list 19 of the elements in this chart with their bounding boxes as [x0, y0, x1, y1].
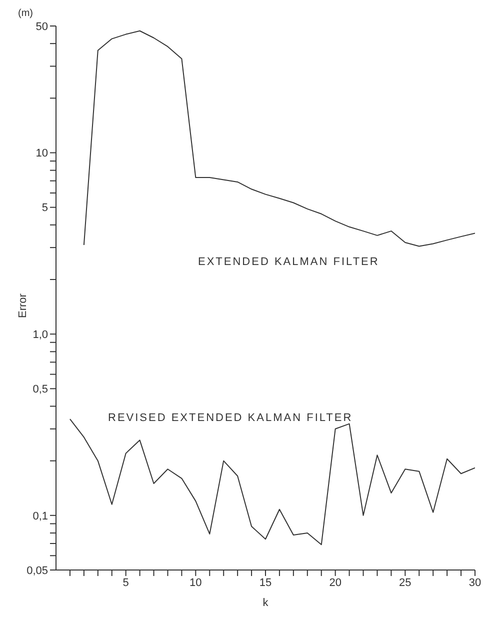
line-series: [83, 30, 475, 247]
x-tick-label: 25: [399, 576, 412, 589]
y-tick-label: 5: [42, 202, 48, 214]
x-tick-label: 20: [329, 576, 342, 589]
y-tick-label: 1,0: [32, 328, 48, 341]
x-tick-label: 15: [259, 576, 272, 589]
y-tick-label: 50: [36, 20, 48, 33]
text: (m): [18, 8, 33, 19]
series-label: EXTENDED KALMAN FILTER: [198, 256, 380, 268]
x-tick-label: 5: [122, 576, 129, 589]
y-tick-label: 0,05: [26, 564, 48, 577]
series-label: REVISED EXTENDED KALMAN FILTER: [108, 412, 353, 424]
y-tick-label: 10: [36, 148, 48, 160]
x-tick-label: 10: [190, 576, 202, 589]
y-axis-title: Error: [16, 293, 29, 318]
y-tick-label: 0,1: [32, 510, 48, 522]
x-axis-title: k: [262, 597, 269, 609]
x-tick-label: 30: [468, 576, 482, 589]
y-tick-label: 0,5: [32, 384, 48, 396]
